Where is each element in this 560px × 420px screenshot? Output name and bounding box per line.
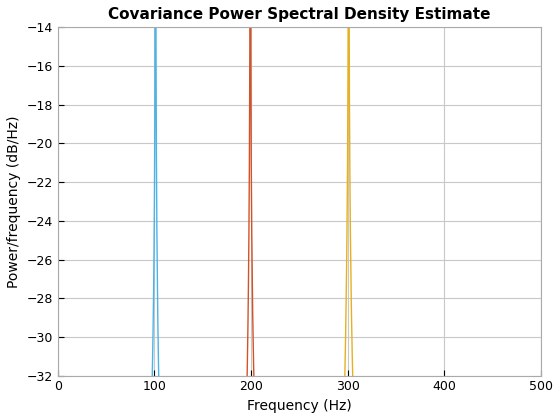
Title: Covariance Power Spectral Density Estimate: Covariance Power Spectral Density Estima… <box>108 7 491 22</box>
Y-axis label: Power/frequency (dB/Hz): Power/frequency (dB/Hz) <box>7 115 21 288</box>
X-axis label: Frequency (Hz): Frequency (Hz) <box>247 399 352 413</box>
